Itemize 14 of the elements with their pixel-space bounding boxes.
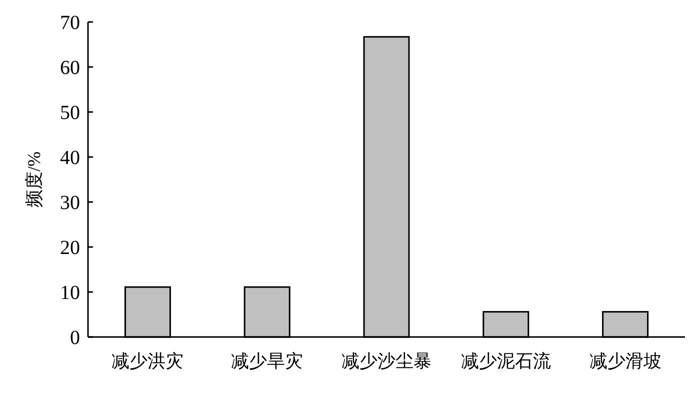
y-tick-label: 60	[60, 57, 80, 79]
y-tick-label: 40	[60, 147, 80, 169]
y-tick-label: 50	[60, 102, 80, 124]
x-tick-label: 减少旱灾	[231, 351, 304, 371]
y-tick-label: 20	[60, 237, 80, 259]
y-axis-title: 频度/%	[24, 152, 44, 208]
y-tick-label: 30	[60, 192, 80, 214]
y-tick-label: 10	[60, 282, 80, 304]
y-tick-label: 70	[60, 12, 80, 34]
x-tick-label: 减少洪灾	[112, 351, 184, 371]
x-tick-label: 减少泥石流	[460, 351, 551, 371]
x-tick-label: 减少沙尘暴	[342, 351, 432, 371]
x-tick-label: 减少滑坡	[589, 351, 662, 371]
y-tick-label: 0	[70, 327, 80, 349]
